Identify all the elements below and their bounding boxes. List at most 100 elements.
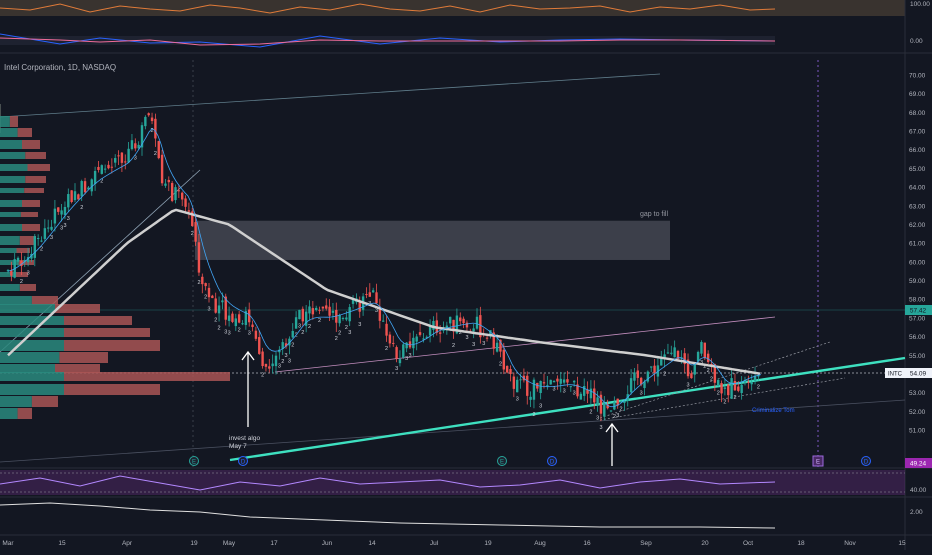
time-tick: Jul xyxy=(430,540,439,547)
sequence-count: 2 xyxy=(204,294,207,300)
sequence-count: 2 xyxy=(218,326,221,332)
sequence-count: 2 xyxy=(532,412,535,418)
sequence-count: 3 xyxy=(409,353,412,359)
time-tick: Mar xyxy=(2,540,14,547)
sequence-count: 2 xyxy=(663,371,666,377)
time-tick: Oct xyxy=(743,540,753,547)
time-tick: Jun xyxy=(322,540,333,547)
sequence-count: 2 xyxy=(80,205,83,211)
sequence-count: 3 xyxy=(248,331,251,337)
sequence-count: 3 xyxy=(27,270,30,276)
gap-zone xyxy=(195,221,670,260)
sequence-count: 2 xyxy=(238,327,241,333)
candle: 3 xyxy=(516,377,519,403)
sequence-count: 2 xyxy=(335,336,338,342)
price-tick: 64.00 xyxy=(909,185,926,192)
candle xyxy=(171,181,173,202)
sequence-count: 2 xyxy=(20,279,23,285)
sequence-count: 2 xyxy=(308,324,311,330)
candle xyxy=(70,190,72,203)
time-tick: Aug xyxy=(534,540,546,547)
candle xyxy=(77,194,79,200)
sequence-count: 3 xyxy=(553,386,556,392)
sequence-count: 3 xyxy=(208,307,211,313)
svg-text:E: E xyxy=(500,460,504,466)
sequence-count: 2 xyxy=(620,407,623,413)
candle: 2 xyxy=(154,114,157,157)
time-tick: 14 xyxy=(368,540,376,547)
time-tick: May xyxy=(223,540,236,547)
svg-text:D: D xyxy=(241,460,246,466)
price-tick: 68.00 xyxy=(909,110,926,117)
price-tick: 63.00 xyxy=(909,203,926,210)
candle: 3 xyxy=(348,304,351,336)
sequence-count: 2 xyxy=(757,385,760,391)
sequence-count: 2 xyxy=(723,399,726,405)
sequence-count: 3 xyxy=(599,425,602,431)
candle: 2 xyxy=(238,311,241,333)
sequence-count: 3 xyxy=(472,342,475,348)
rsi-tick-40: 40.00 xyxy=(910,487,927,494)
time-tick: 16 xyxy=(583,540,591,547)
watermark-text: Criminalize Tom xyxy=(752,408,795,414)
gap-label: gap to fill xyxy=(640,211,668,218)
sequence-count: 3 xyxy=(482,341,485,347)
time-tick: 17 xyxy=(270,540,278,547)
osc1-tick-100: 100.00 xyxy=(910,1,930,8)
time-tick: 19 xyxy=(484,540,492,547)
svg-text:54.09: 54.09 xyxy=(910,371,927,378)
price-tick: 70.00 xyxy=(909,73,926,80)
time-tick: 15 xyxy=(898,540,906,547)
sequence-count: 3 xyxy=(465,335,468,341)
sequence-count: 2 xyxy=(318,318,321,324)
event-marker-dividend-3[interactable]: D xyxy=(862,457,871,466)
svg-text:57.42: 57.42 xyxy=(910,308,927,315)
sequence-count: 3 xyxy=(288,358,291,364)
sequence-count: 3 xyxy=(616,413,619,419)
candle: 2 xyxy=(261,348,264,379)
sequence-count: 3 xyxy=(375,308,378,314)
last-price-badge[interactable]: 54.09 xyxy=(905,368,932,378)
sequence-count: 2 xyxy=(717,391,720,397)
price-tick: 60.00 xyxy=(909,259,926,266)
invest-label: invest algo xyxy=(229,435,260,442)
sequence-count: 2 xyxy=(710,376,713,382)
sequence-count: 2 xyxy=(197,280,200,286)
event-marker-earnings-1[interactable]: E xyxy=(190,457,199,466)
candle: 3 xyxy=(700,340,703,366)
event-marker-dividend-1[interactable]: D xyxy=(239,457,248,466)
sequence-count: 2 xyxy=(499,361,502,367)
sequence-count: 3 xyxy=(50,235,53,241)
sequence-count: 2 xyxy=(291,342,294,348)
osc1-tick-0: 0.00 xyxy=(910,38,923,45)
sequence-count: 3 xyxy=(516,396,519,402)
sequence-count: 3 xyxy=(348,330,351,336)
invest-date: May 7 xyxy=(229,443,247,450)
event-marker-earnings-2[interactable]: E xyxy=(498,457,507,466)
price-tick: 52.00 xyxy=(909,409,926,416)
candle xyxy=(550,380,552,385)
ticker-badge[interactable]: INTC xyxy=(885,368,905,378)
lower-value-badge[interactable]: 49.24 xyxy=(905,458,932,468)
price-tick: 62.00 xyxy=(909,222,926,229)
svg-text:E: E xyxy=(816,460,820,466)
price-tick: 55.00 xyxy=(909,353,926,360)
sequence-count: 2 xyxy=(154,151,157,157)
candle xyxy=(647,370,649,383)
ma-value-badge[interactable]: 57.42 xyxy=(905,305,932,315)
event-marker-earnings-3[interactable]: E xyxy=(813,456,823,466)
price-tick: 51.00 xyxy=(909,428,926,435)
sequence-count: 2 xyxy=(214,318,217,324)
sequence-count: 3 xyxy=(395,366,398,372)
price-tick: 61.00 xyxy=(909,241,926,248)
candle: 2 xyxy=(301,306,304,335)
sequence-count: 3 xyxy=(640,390,643,396)
price-tick: 66.00 xyxy=(909,147,926,154)
symbol-title: Intel Corporation, 1D, NASDAQ xyxy=(4,63,116,72)
candle: 2 xyxy=(191,208,194,237)
sequence-count: 2 xyxy=(733,395,736,401)
event-marker-dividend-2[interactable]: D xyxy=(548,457,557,466)
price-tick: 58.00 xyxy=(909,297,926,304)
